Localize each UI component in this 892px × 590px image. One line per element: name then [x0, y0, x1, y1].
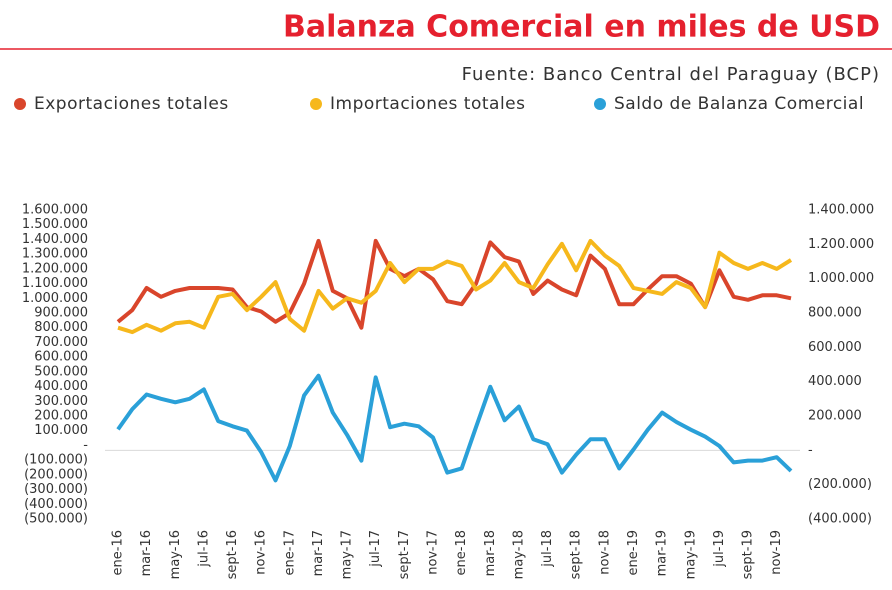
y2-tick-label: -	[808, 443, 813, 458]
x-tick-label: nov-17	[426, 530, 441, 575]
y-tick-label: 1.600.000	[22, 203, 88, 218]
y-tick-label: 900.000	[34, 306, 88, 321]
x-tick-label: sept-16	[225, 530, 240, 579]
y-tick-label: 400.000	[34, 379, 88, 394]
x-tick-label: sept-18	[569, 530, 584, 579]
legend-marker	[14, 98, 26, 110]
x-tick-label: jul-19	[712, 530, 727, 568]
x-tick-label: ene-16	[111, 530, 126, 575]
x-tick-label: sept-19	[741, 530, 756, 579]
y-tick-label: 1.500.000	[22, 217, 88, 232]
x-tick-label: nov-18	[597, 530, 612, 575]
legend-marker	[594, 98, 606, 110]
y-tick-label: 1.300.000	[22, 247, 88, 262]
y-tick-label: (400.000)	[24, 497, 88, 512]
y2-tick-label: 800.000	[808, 306, 862, 321]
x-tick-label: may-19	[683, 530, 698, 579]
x-tick-label: nov-16	[254, 530, 269, 575]
x-tick-label: may-18	[511, 530, 526, 579]
series-line	[117, 238, 793, 335]
chart-subtitle: Fuente: Banco Central del Paraguay (BCP)	[462, 64, 880, 85]
y-tick-label: -	[83, 438, 88, 453]
y2-tick-label: 200.000	[808, 409, 862, 424]
y-tick-label: 700.000	[34, 335, 88, 350]
legend-label: Saldo de Balanza Comercial	[614, 94, 864, 114]
chart-title: Balanza Comercial en miles de USD	[283, 10, 880, 45]
series-line	[116, 373, 793, 483]
x-tick-label: ene-19	[626, 530, 641, 575]
y-tick-label: 300.000	[34, 394, 88, 409]
y-tick-label: 1.200.000	[22, 261, 88, 276]
y-tick-label: 600.000	[34, 350, 88, 365]
y-tick-label: (300.000)	[24, 482, 88, 497]
y2-tick-label: (400.000)	[808, 512, 872, 527]
x-tick-label: jul-18	[540, 530, 555, 568]
x-tick-label: jul-16	[196, 530, 211, 568]
y2-tick-label: 400.000	[808, 374, 862, 389]
y-tick-label: 100.000	[34, 423, 88, 438]
y2-tick-label: 1.200.000	[808, 237, 874, 252]
y-tick-label: (100.000)	[24, 453, 88, 468]
y-tick-label: 1.400.000	[22, 232, 88, 247]
x-tick-label: mar-19	[655, 530, 670, 576]
x-tick-label: nov-19	[769, 530, 784, 575]
series-line	[116, 238, 792, 330]
x-tick-label: ene-18	[454, 530, 469, 575]
y-tick-label: 200.000	[34, 409, 88, 424]
x-tick-label: mar-16	[139, 530, 154, 576]
x-tick-label: mar-18	[483, 530, 498, 576]
legend-marker	[310, 98, 322, 110]
legend-label: Exportaciones totales	[34, 94, 229, 114]
y2-tick-label: 1.400.000	[808, 203, 874, 218]
legend-label: Importaciones totales	[330, 94, 526, 114]
y-tick-label: 800.000	[34, 320, 88, 335]
y-tick-label: 1.100.000	[22, 276, 88, 291]
x-tick-label: mar-17	[311, 530, 326, 576]
x-tick-label: may-17	[340, 530, 355, 579]
x-tick-label: may-16	[168, 530, 183, 579]
y-tick-label: (200.000)	[24, 467, 88, 482]
y2-tick-label: (200.000)	[808, 477, 872, 492]
x-tick-label: sept-17	[397, 530, 412, 579]
y-tick-label: (500.000)	[24, 512, 88, 527]
y2-tick-label: 600.000	[808, 340, 862, 355]
x-tick-label: ene-17	[282, 530, 297, 575]
y-tick-label: 500.000	[34, 364, 88, 379]
y2-tick-label: 1.000.000	[808, 271, 874, 286]
x-tick-label: jul-17	[368, 530, 383, 568]
y-tick-label: 1.000.000	[22, 291, 88, 306]
